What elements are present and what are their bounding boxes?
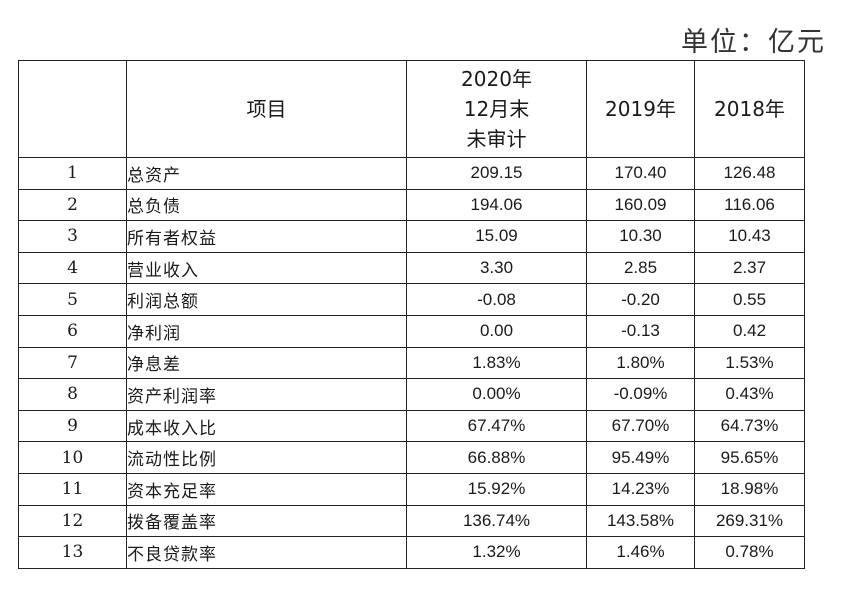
row-item-name: 资本充足率 bbox=[126, 472, 407, 506]
row-index: 6 bbox=[18, 314, 127, 348]
row-value-2020: -0.08 bbox=[406, 283, 587, 316]
row-value-2019: -0.09% bbox=[586, 378, 695, 411]
table-header-row: 项目 2020年 12月末 未审计 2019年 2018年 bbox=[18, 60, 805, 158]
header-2020-line-2: 12月末 bbox=[463, 97, 530, 121]
row-value-2019: 1.80% bbox=[586, 346, 695, 380]
row-index: 5 bbox=[18, 283, 127, 316]
table-row: 4 营业收入 3.30 2.85 2.37 bbox=[18, 251, 805, 285]
row-value-2020: 1.32% bbox=[406, 536, 587, 569]
row-value-2020: 3.30 bbox=[406, 251, 587, 285]
row-index: 3 bbox=[18, 220, 127, 253]
header-2018: 2018年 bbox=[694, 60, 805, 158]
row-index: 8 bbox=[18, 378, 127, 411]
row-value-2018: 0.42 bbox=[694, 314, 805, 348]
table-row: 12 拨备覆盖率 136.74% 143.58% 269.31% bbox=[18, 504, 805, 538]
table-row: 9 成本收入比 67.47% 67.70% 64.73% bbox=[18, 409, 805, 443]
table-row: 1 总资产 209.15 170.40 126.48 bbox=[18, 157, 805, 190]
header-item: 项目 bbox=[126, 60, 407, 158]
row-value-2020: 15.92% bbox=[406, 472, 587, 506]
row-value-2018: 116.06 bbox=[694, 188, 805, 222]
row-item-name: 营业收入 bbox=[126, 251, 407, 285]
row-index: 10 bbox=[18, 441, 127, 474]
header-2019: 2019年 bbox=[586, 60, 695, 158]
row-value-2019: 143.58% bbox=[586, 504, 695, 538]
row-value-2018: 2.37 bbox=[694, 251, 805, 285]
table-row: 6 净利润 0.00 -0.13 0.42 bbox=[18, 314, 805, 348]
row-value-2020: 67.47% bbox=[406, 409, 587, 443]
row-value-2018: 0.78% bbox=[694, 536, 805, 569]
row-item-name: 拨备覆盖率 bbox=[126, 504, 407, 538]
row-value-2020: 1.83% bbox=[406, 346, 587, 380]
unit-label: 单位：亿元 bbox=[681, 27, 826, 58]
row-item-name: 总资产 bbox=[126, 157, 407, 190]
table-row: 8 资产利润率 0.00% -0.09% 0.43% bbox=[18, 378, 805, 411]
row-value-2019: 1.46% bbox=[586, 536, 695, 569]
table-row: 5 利润总额 -0.08 -0.20 0.55 bbox=[18, 283, 805, 316]
row-value-2019: 95.49% bbox=[586, 441, 695, 474]
header-2020-line-3: 未审计 bbox=[466, 127, 527, 151]
row-value-2019: 67.70% bbox=[586, 409, 695, 443]
row-value-2018: 269.31% bbox=[694, 504, 805, 538]
row-value-2020: 0.00 bbox=[406, 314, 587, 348]
row-index: 4 bbox=[18, 251, 127, 285]
table-row: 13 不良贷款率 1.32% 1.46% 0.78% bbox=[18, 536, 805, 569]
row-index: 2 bbox=[18, 188, 127, 222]
header-2020-line-1: 2020年 bbox=[461, 67, 532, 91]
row-value-2020: 209.15 bbox=[406, 157, 587, 190]
row-item-name: 总负债 bbox=[126, 188, 407, 222]
row-value-2020: 0.00% bbox=[406, 378, 587, 411]
row-index: 12 bbox=[18, 504, 127, 538]
table-row: 11 资本充足率 15.92% 14.23% 18.98% bbox=[18, 472, 805, 506]
row-item-name: 净息差 bbox=[126, 346, 407, 380]
row-value-2019: 10.30 bbox=[586, 220, 695, 253]
table-row: 3 所有者权益 15.09 10.30 10.43 bbox=[18, 220, 805, 253]
row-item-name: 利润总额 bbox=[126, 283, 407, 316]
row-index: 11 bbox=[18, 472, 127, 506]
row-value-2020: 66.88% bbox=[406, 441, 587, 474]
row-value-2018: 1.53% bbox=[694, 346, 805, 380]
row-value-2018: 64.73% bbox=[694, 409, 805, 443]
table-row: 2 总负债 194.06 160.09 116.06 bbox=[18, 188, 805, 222]
row-value-2019: 170.40 bbox=[586, 157, 695, 190]
row-item-name: 净利润 bbox=[126, 314, 407, 348]
row-value-2020: 15.09 bbox=[406, 220, 587, 253]
row-item-name: 流动性比例 bbox=[126, 441, 407, 474]
row-value-2018: 0.43% bbox=[694, 378, 805, 411]
row-item-name: 所有者权益 bbox=[126, 220, 407, 253]
table-row: 10 流动性比例 66.88% 95.49% 95.65% bbox=[18, 441, 805, 474]
row-item-name: 不良贷款率 bbox=[126, 536, 407, 569]
row-value-2018: 18.98% bbox=[694, 472, 805, 506]
financial-table: 项目 2020年 12月末 未审计 2019年 2018年 1 总资产 209.15… bbox=[18, 60, 805, 569]
row-value-2018: 95.65% bbox=[694, 441, 805, 474]
row-item-name: 资产利润率 bbox=[126, 378, 407, 411]
row-index: 7 bbox=[18, 346, 127, 380]
row-value-2020: 136.74% bbox=[406, 504, 587, 538]
row-value-2019: 160.09 bbox=[586, 188, 695, 222]
row-value-2018: 126.48 bbox=[694, 157, 805, 190]
row-value-2019: -0.13 bbox=[586, 314, 695, 348]
row-value-2019: -0.20 bbox=[586, 283, 695, 316]
header-2020: 2020年 12月末 未审计 bbox=[406, 60, 587, 158]
row-value-2018: 0.55 bbox=[694, 283, 805, 316]
header-index bbox=[18, 60, 127, 158]
row-index: 13 bbox=[18, 536, 127, 569]
row-item-name: 成本收入比 bbox=[126, 409, 407, 443]
table-row: 7 净息差 1.83% 1.80% 1.53% bbox=[18, 346, 805, 380]
row-value-2020: 194.06 bbox=[406, 188, 587, 222]
row-index: 9 bbox=[18, 409, 127, 443]
row-index: 1 bbox=[18, 157, 127, 190]
row-value-2019: 14.23% bbox=[586, 472, 695, 506]
row-value-2019: 2.85 bbox=[586, 251, 695, 285]
row-value-2018: 10.43 bbox=[694, 220, 805, 253]
